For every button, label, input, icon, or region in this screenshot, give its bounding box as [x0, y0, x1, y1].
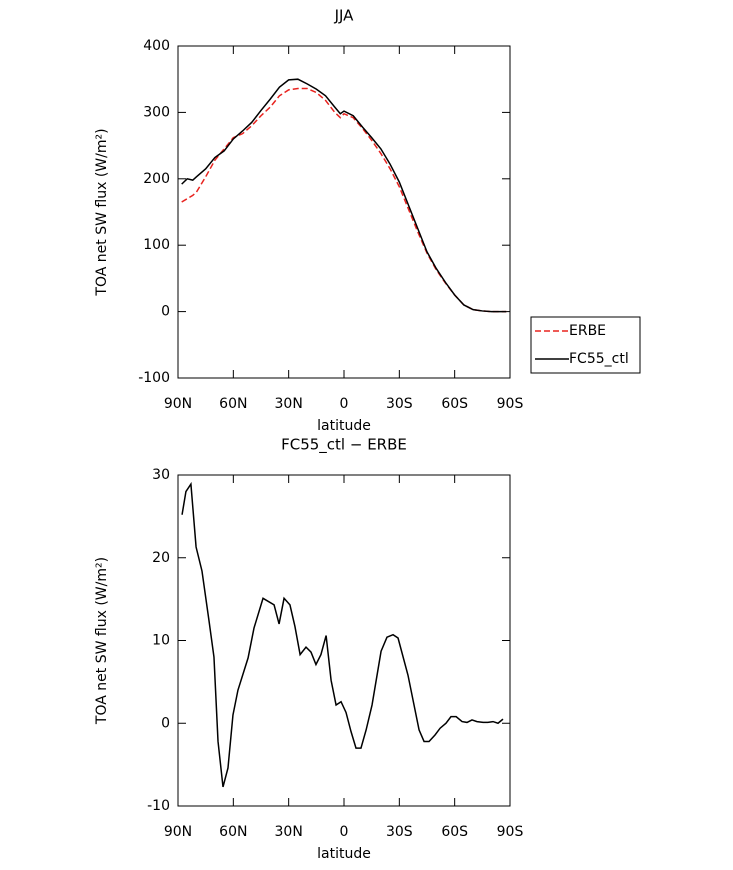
chart-title: JJA	[334, 7, 355, 25]
x-axis-label: latitude	[317, 418, 371, 434]
data-line	[181, 87, 507, 313]
data-line	[181, 481, 504, 788]
x-tick-label: 90N	[164, 824, 192, 840]
x-tick-label: 90S	[497, 396, 524, 412]
y-tick-label: 400	[143, 38, 170, 54]
y-tick-label: 0	[161, 304, 170, 320]
y-axis-label: TOA net SW flux (W/m²)	[94, 557, 110, 725]
legend-label: ERBE	[569, 323, 606, 339]
y-tick-label: 20	[152, 550, 170, 566]
x-tick-label: 30S	[386, 396, 413, 412]
x-tick-label: 0	[340, 824, 349, 840]
y-tick-label: 300	[143, 104, 170, 120]
x-tick-label: 60N	[219, 824, 247, 840]
x-tick-label: 90N	[164, 396, 192, 412]
legend-label: FC55_ctl	[569, 351, 629, 367]
x-tick-label: 30N	[275, 396, 303, 412]
x-tick-label: 30N	[275, 824, 303, 840]
chart-title: FC55_ctl − ERBE	[281, 436, 407, 455]
x-tick-label: 0	[340, 396, 349, 412]
plot-frame	[177, 45, 511, 379]
y-tick-label: 30	[152, 467, 170, 483]
plot-frame	[177, 474, 511, 807]
legend-box	[530, 316, 641, 374]
y-tick-label: 200	[143, 171, 170, 187]
y-axis-label: TOA net SW flux (W/m²)	[94, 128, 110, 296]
x-tick-label: 30S	[386, 824, 413, 840]
y-tick-label: 100	[143, 237, 170, 253]
x-tick-label: 60S	[441, 396, 468, 412]
y-tick-label: 0	[161, 715, 170, 731]
y-tick-label: -10	[147, 798, 170, 814]
data-line	[181, 78, 507, 313]
x-tick-label: 60N	[219, 396, 247, 412]
x-tick-label: 60S	[441, 824, 468, 840]
y-tick-label: 10	[152, 633, 170, 649]
x-axis-label: latitude	[317, 846, 371, 862]
x-tick-label: 90S	[497, 824, 524, 840]
y-tick-label: -100	[138, 370, 170, 386]
